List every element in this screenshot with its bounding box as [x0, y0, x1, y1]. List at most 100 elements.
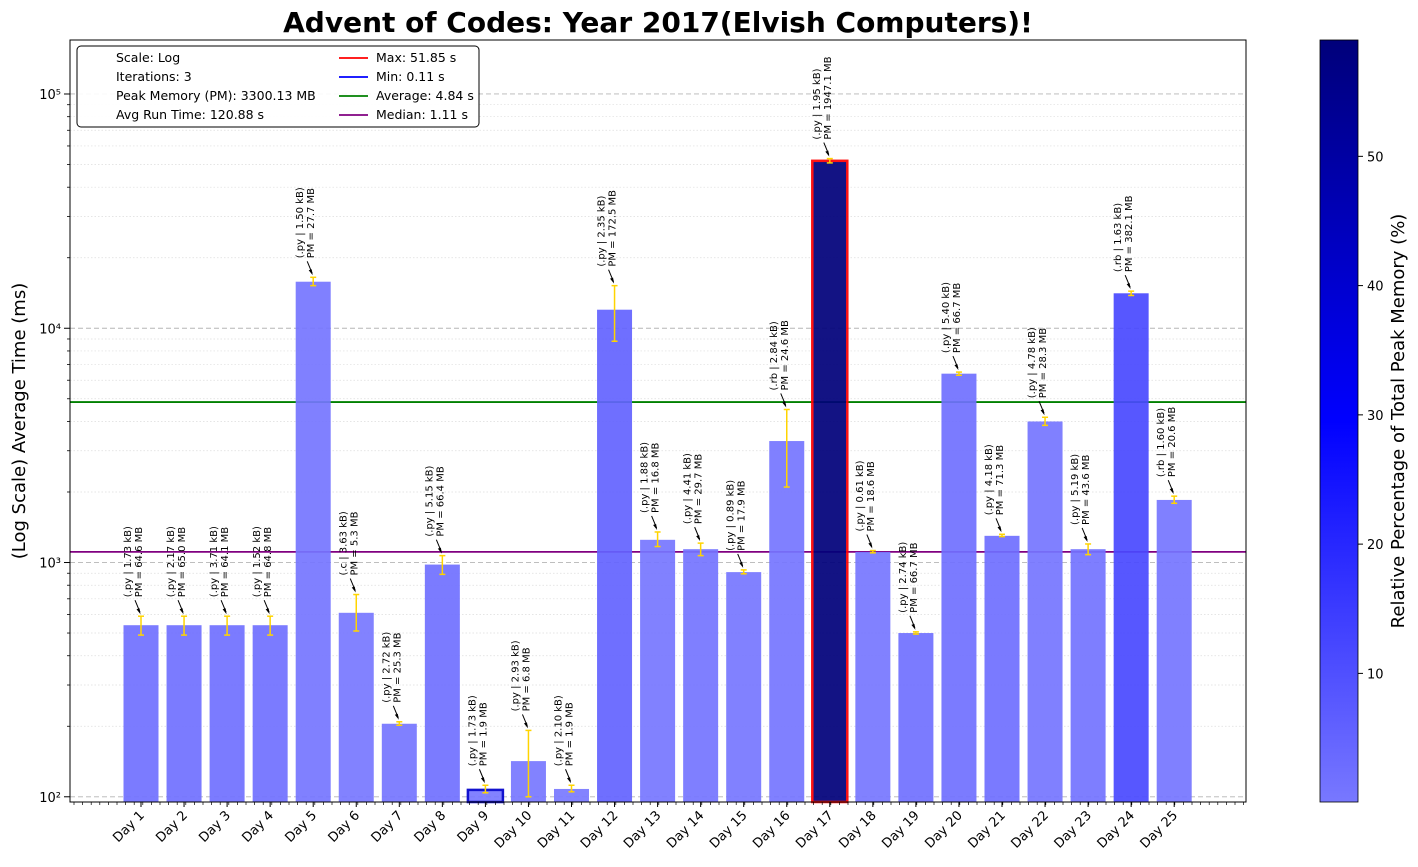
annotation-label: (.py | 1.52 kB) PM = 64.8 MB — [252, 526, 274, 597]
annotation-label: (.py | 0.61 kB) PM = 18.6 MB — [855, 460, 877, 531]
x-tick-text: Day 1 — [110, 808, 148, 846]
x-tick-label: Day 16 — [750, 808, 793, 851]
annotation-file: (.py | 2.93 kB) — [510, 640, 521, 711]
bar-day-5 — [295, 281, 331, 803]
annotation-memory: PM = 382.1 MB — [1124, 195, 1135, 272]
annotation-label: (.py | 1.50 kB) PM = 27.7 MB — [295, 187, 317, 258]
annotation-arrowhead — [136, 608, 141, 615]
x-tick-label: Day 8 — [412, 808, 450, 846]
annotation-memory: PM = 64.6 MB — [134, 527, 145, 597]
x-tick-text: Day 17 — [793, 808, 836, 851]
legend-entry: Min: 0.11 s — [376, 69, 445, 84]
annotation-file: (.py | 1.88 kB) — [640, 442, 651, 513]
x-tick-label: Day 10 — [492, 808, 535, 851]
annotation-memory: PM = 6.8 MB — [521, 647, 532, 711]
annotation-label: (.rb | 2.84 kB) PM = 24.6 MB — [769, 320, 791, 390]
x-tick-text: Day 11 — [535, 808, 578, 851]
annotation-file: (.py | 4.78 kB) — [1027, 327, 1038, 398]
x-tick-text: Day 5 — [282, 808, 320, 846]
bar-day-23 — [1070, 549, 1106, 802]
annotation-memory: PM = 172.5 MB — [608, 190, 619, 267]
bar-day-8 — [424, 564, 460, 802]
annotation-file: (.c | 3.63 kB) — [338, 511, 349, 575]
annotation-memory: PM = 1947.1 MB — [823, 56, 834, 139]
annotation-label: (.py | 2.17 kB) PM = 65.0 MB — [166, 526, 188, 597]
annotation-label: (.py | 1.73 kB) PM = 64.6 MB — [123, 526, 145, 597]
x-tick-label: Day 3 — [196, 808, 234, 846]
bar-day-22 — [1027, 421, 1063, 802]
bar-day-21 — [984, 535, 1020, 802]
bar-day-15 — [726, 572, 762, 802]
annotation-arrowhead — [523, 722, 528, 729]
x-tick-text: Day 25 — [1138, 808, 1181, 851]
annotation-memory: PM = 5.3 MB — [349, 511, 360, 575]
annotation-memory: PM = 18.6 MB — [866, 461, 877, 531]
x-tick-text: Day 2 — [153, 808, 191, 846]
x-tick-text: Day 19 — [879, 808, 922, 851]
annotation-file: (.py | 3.71 kB) — [209, 526, 220, 597]
annotation-file: (.rb | 1.63 kB) — [1113, 203, 1124, 272]
x-tick-label: Day 17 — [793, 808, 836, 851]
annotation-arrowhead — [567, 777, 571, 784]
annotation-arrowhead — [480, 777, 485, 784]
bar-day-18 — [855, 551, 891, 802]
colorbar-tick-label: 50 — [1367, 150, 1384, 165]
x-tick-text: Day 9 — [455, 808, 493, 846]
annotation-file: (.py | 1.50 kB) — [295, 187, 306, 258]
colorbar — [1319, 39, 1359, 803]
annotation-memory: PM = 64.8 MB — [263, 527, 274, 597]
gridlines — [70, 93, 1246, 798]
annotation-label: (.rb | 1.63 kB) PM = 382.1 MB — [1113, 195, 1135, 272]
annotation-arrowhead — [610, 277, 615, 284]
y-tick-label: 10² — [39, 791, 61, 806]
annotation-arrowhead — [782, 401, 787, 408]
annotation-file: (.py | 2.72 kB) — [381, 632, 392, 703]
annotation-file: (.py | 0.61 kB) — [855, 460, 866, 531]
annotation-file: (.py | 1.73 kB) — [123, 526, 134, 597]
bar-day-16 — [769, 441, 805, 802]
bar-day-19 — [898, 633, 934, 802]
annotation-memory: PM = 25.3 MB — [392, 632, 403, 702]
y-axis-ticks: 10² 10³ 10⁴ 10⁵ — [39, 88, 70, 806]
x-tick-label: Day 5 — [282, 808, 320, 846]
annotation-arrowhead — [308, 269, 313, 276]
annotation-arrowhead — [739, 561, 744, 568]
x-tick-text: Day 18 — [836, 808, 879, 851]
bar-day-3 — [209, 625, 245, 802]
annotation-file: (.py | 4.41 kB) — [683, 453, 694, 524]
annotation-label: (.py | 2.10 kB) PM = 1.9 MB — [554, 695, 576, 766]
x-tick-text: Day 6 — [326, 808, 364, 846]
annotation-file: (.py | 1.73 kB) — [467, 695, 478, 766]
annotation-memory: PM = 24.6 MB — [780, 320, 791, 390]
annotation-label: (.py | 5.15 kB) PM = 66.4 MB — [424, 465, 446, 536]
bar-day-24 — [1113, 293, 1149, 802]
annotation-file: (.rb | 2.84 kB) — [769, 321, 780, 390]
y-tick-label: 10⁴ — [39, 322, 61, 337]
annotation-file: (.py | 2.74 kB) — [898, 542, 909, 613]
annotation-arrowhead — [1040, 409, 1045, 416]
annotation-file: (.py | 2.17 kB) — [166, 526, 177, 597]
annotation-label: (.py | 5.40 kB) PM = 66.7 MB — [941, 282, 963, 353]
bar-day-20 — [941, 373, 977, 802]
annotation-memory: PM = 66.4 MB — [435, 466, 446, 536]
x-tick-label: Day 11 — [535, 808, 578, 851]
annotation-arrowhead — [351, 586, 356, 593]
bar-day-1 — [123, 625, 159, 802]
error-bars — [138, 157, 1178, 798]
legend-entry: Average: 4.84 s — [376, 88, 474, 103]
legend: Scale: Log Iterations: 3 Peak Memory (PM):… — [76, 45, 480, 128]
x-tick-text: Day 21 — [965, 808, 1008, 851]
bar-day-17 — [811, 159, 849, 804]
legend-info: Peak Memory (PM): 3300.13 MB — [116, 88, 316, 103]
x-tick-label: Day 9 — [455, 808, 493, 846]
x-tick-label: Day 19 — [879, 808, 922, 851]
annotation-memory: PM = 66.7 MB — [952, 283, 963, 353]
x-tick-text: Day 23 — [1052, 808, 1095, 851]
annotation-arrowhead — [825, 150, 830, 157]
annotation-arrowhead — [868, 542, 873, 549]
annotation-arrowhead — [179, 608, 184, 615]
annotation-arrowhead — [696, 535, 701, 542]
x-tick-text: Day 20 — [922, 808, 965, 851]
annotation-arrowhead — [954, 364, 959, 371]
x-tick-text: Day 24 — [1095, 808, 1138, 851]
